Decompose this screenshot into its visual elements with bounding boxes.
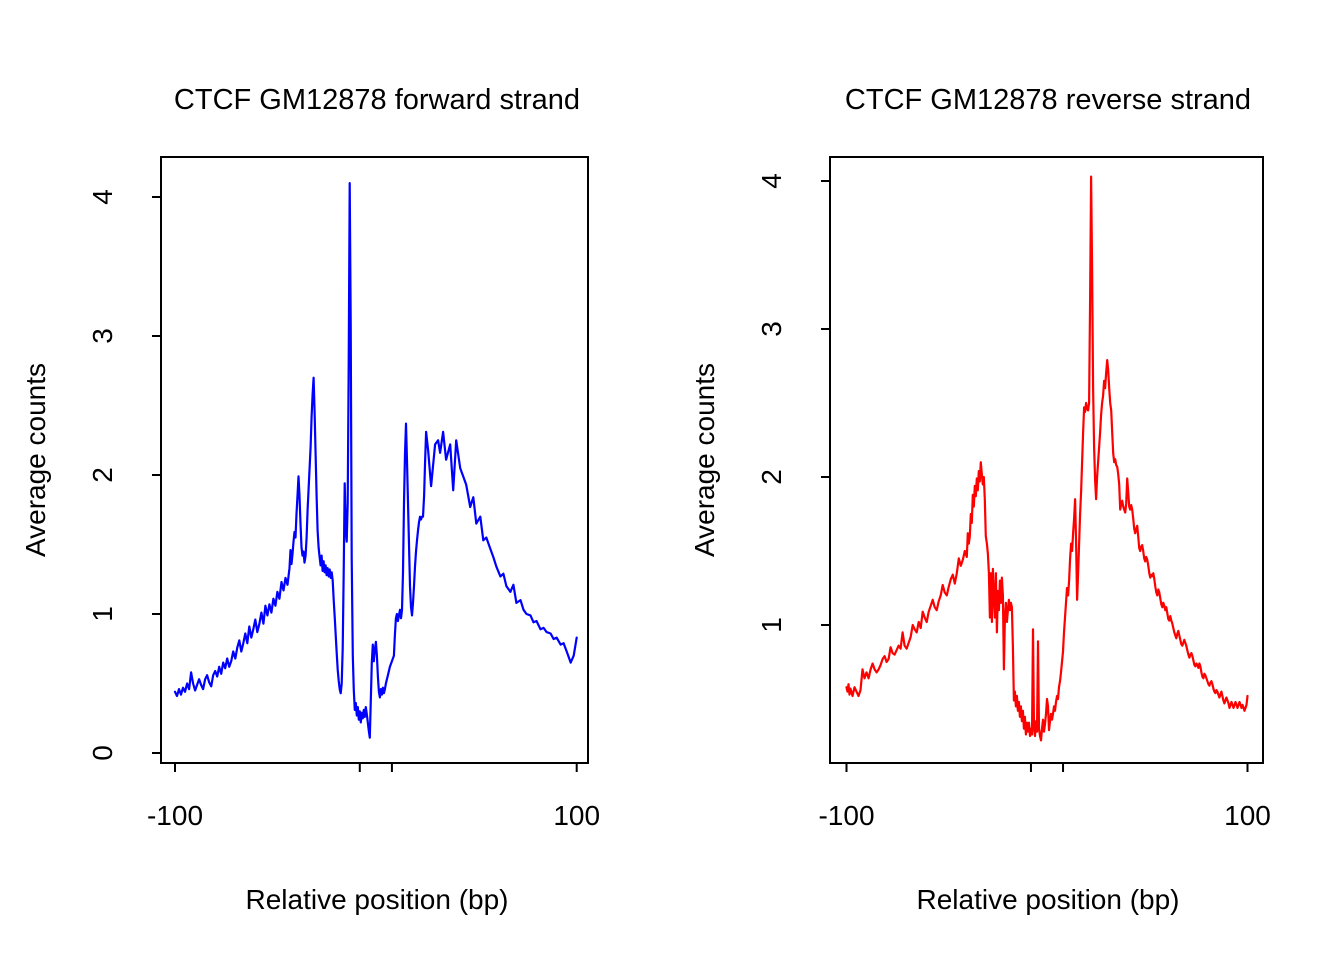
x-tick-label: 100 <box>553 800 601 831</box>
forward-strand-panel <box>152 156 589 772</box>
right-panel-y-axis-label: Average counts <box>689 362 720 558</box>
y-tick-label: 3 <box>87 328 118 344</box>
left-panel-x-axis-label: Relative position (bp) <box>245 884 509 915</box>
right-panel-x-axis-label: Relative position (bp) <box>916 884 1180 915</box>
y-tick-label: 2 <box>87 467 118 483</box>
y-tick-label: 4 <box>756 173 787 189</box>
forward-strand-line <box>173 182 578 739</box>
x-tick-label: -100 <box>818 800 875 831</box>
y-tick-label: 1 <box>756 617 787 633</box>
plot-box <box>829 156 1264 764</box>
x-tick-label: -100 <box>146 800 204 831</box>
left-panel-y-axis-label: Average counts <box>20 362 51 558</box>
x-tick-label: 100 <box>1224 800 1271 831</box>
reverse-strand-line <box>845 175 1249 742</box>
left-panel-title: CTCF GM12878 forward strand <box>173 84 581 116</box>
reverse-strand-panel <box>821 156 1264 772</box>
y-tick-label: 4 <box>87 189 118 205</box>
y-tick-label: 2 <box>756 469 787 485</box>
right-panel-title: CTCF GM12878 reverse strand <box>844 84 1252 116</box>
y-tick-label: 3 <box>756 321 787 337</box>
y-tick-label: 0 <box>87 745 118 761</box>
y-tick-label: 1 <box>87 606 118 622</box>
plot-box <box>160 156 589 764</box>
